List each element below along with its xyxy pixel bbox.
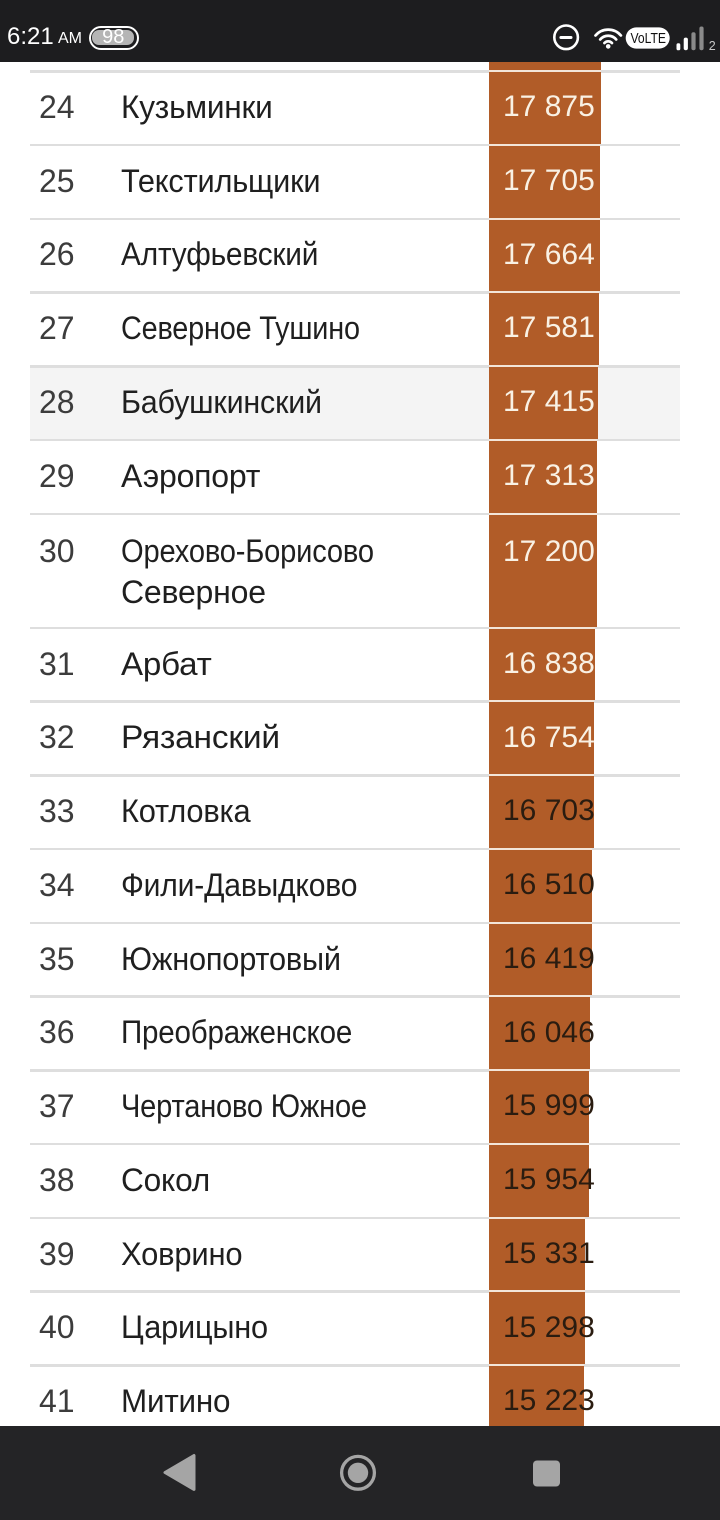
svg-text:VoLTE: VoLTE (630, 31, 666, 47)
svg-text:2: 2 (709, 39, 716, 53)
